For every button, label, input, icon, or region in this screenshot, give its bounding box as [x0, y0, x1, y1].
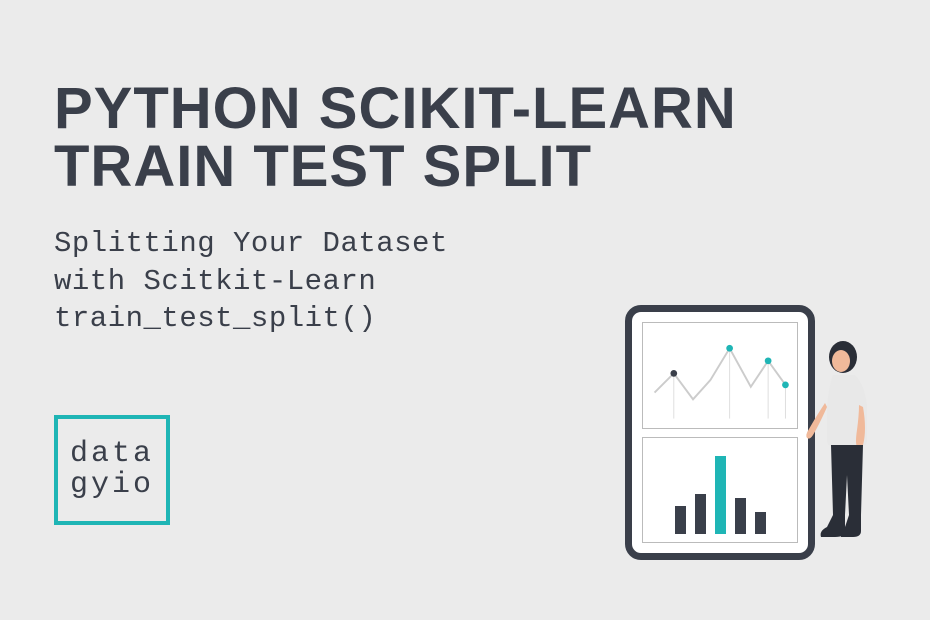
title-line1: PYTHON SCIKIT-LEARN	[54, 80, 737, 138]
chart-bar	[715, 456, 726, 534]
bar-chart-panel	[642, 437, 798, 544]
logo-line2: gyio	[70, 470, 154, 502]
chart-bar	[695, 494, 706, 534]
chart-bar	[675, 506, 686, 534]
tablet-illustration	[625, 305, 815, 560]
bar-chart-container	[643, 438, 797, 543]
line-chart-svg	[643, 323, 797, 428]
main-title: PYTHON SCIKIT-LEARN TRAIN TEST SPLIT	[54, 80, 737, 196]
chart-marker	[670, 370, 677, 377]
title-line2: TRAIN TEST SPLIT	[54, 138, 737, 196]
logo-line1: data	[70, 439, 154, 471]
person-svg	[805, 335, 900, 560]
datagy-logo: data gyio	[54, 415, 170, 525]
chart-marker	[765, 357, 772, 364]
chart-marker	[782, 382, 789, 389]
subtitle-line2: with Scitkit-Learn	[54, 263, 448, 301]
subtitle: Splitting Your Dataset with Scitkit-Lear…	[54, 225, 448, 338]
subtitle-line1: Splitting Your Dataset	[54, 225, 448, 263]
chart-marker	[726, 345, 733, 352]
person-pants	[831, 445, 863, 515]
person-face	[832, 350, 850, 372]
subtitle-line3: train_test_split()	[54, 300, 448, 338]
person-illustration	[805, 335, 900, 560]
line-chart-panel	[642, 322, 798, 429]
person-arm-left	[806, 403, 827, 439]
chart-bar	[755, 512, 766, 534]
chart-bar	[735, 498, 746, 534]
